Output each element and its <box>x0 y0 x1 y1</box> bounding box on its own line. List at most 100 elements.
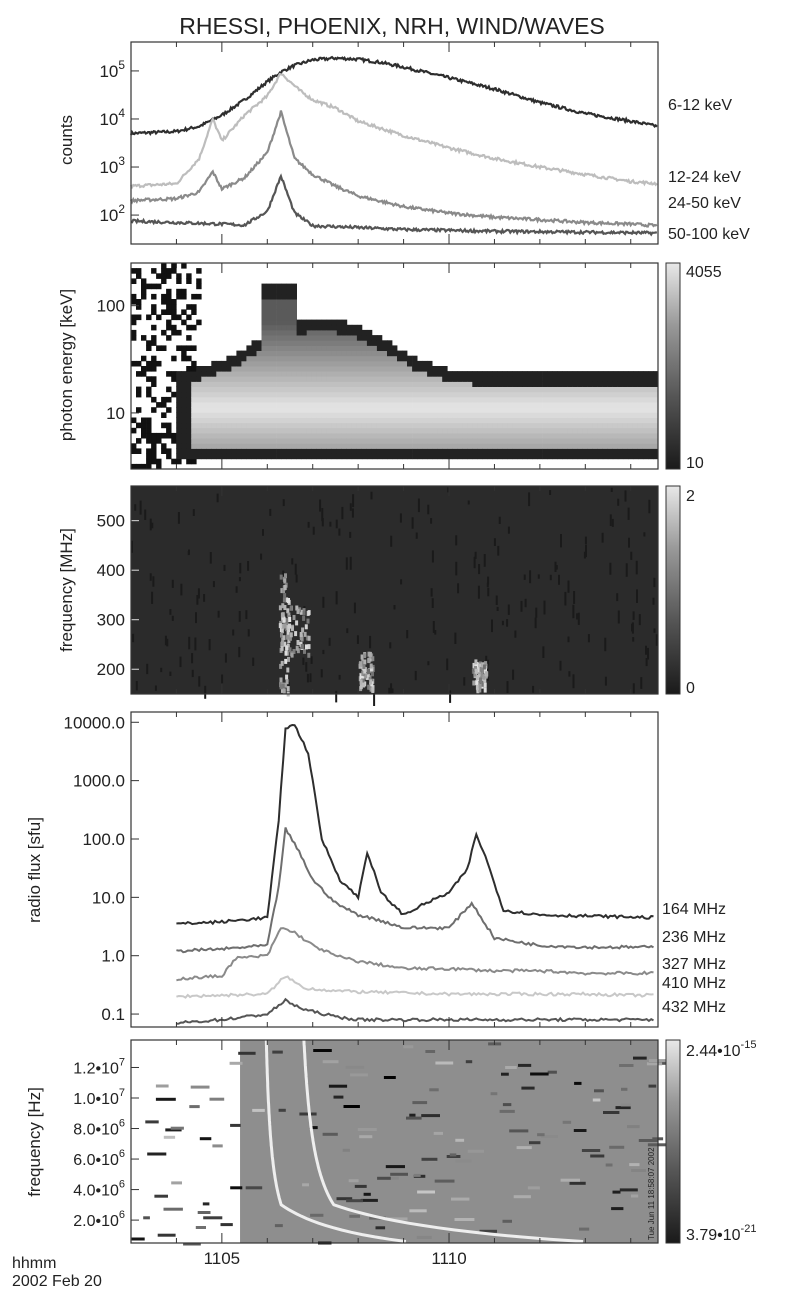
heatmap-cell <box>181 402 187 408</box>
heatmap-cell <box>607 396 614 403</box>
heatmap-cell <box>326 329 333 336</box>
heatmap-cell <box>437 366 443 372</box>
heatmap-cell <box>432 376 438 382</box>
heatmap-cell <box>457 391 463 398</box>
spectrogram-noise <box>501 620 504 626</box>
heatmap-cell <box>191 458 197 465</box>
heatmap-cell <box>517 438 523 444</box>
heatmap-cell <box>602 396 609 403</box>
spectrogram-noise <box>345 557 348 570</box>
heatmap-cell <box>392 345 398 351</box>
heatmap-cell <box>412 396 418 403</box>
tick-label-base: 1.0 <box>101 947 125 966</box>
heatmap-cell <box>582 402 589 408</box>
heatmap-cell <box>487 443 493 449</box>
heatmap-cell <box>627 438 634 444</box>
heatmap-cell <box>527 448 533 454</box>
panel-wind-waves: frequency [Hz] 2.0•1064.0•1066.0•1068.0•… <box>25 1039 756 1246</box>
heatmap-cell <box>557 376 563 382</box>
heatmap-cell <box>236 422 242 429</box>
heatmap-cell <box>291 371 297 377</box>
y-tick-label: 4.0•106 <box>73 1179 125 1200</box>
heatmap-cell <box>221 366 227 372</box>
heatmap-cell <box>567 391 574 398</box>
heatmap-cell <box>361 391 368 398</box>
heatmap-cell <box>176 412 182 418</box>
heatmap-cell <box>366 422 373 429</box>
heatmap-cell <box>622 391 629 398</box>
heatmap-cell <box>412 427 418 434</box>
burst-emission <box>279 663 283 669</box>
heatmap-cell <box>402 438 408 444</box>
heatmap-cell <box>522 396 528 403</box>
heatmap-cell <box>417 371 423 377</box>
heatmap-cell <box>607 448 614 454</box>
heatmap-cell <box>181 453 187 460</box>
heatmap-cell <box>221 432 227 439</box>
heatmap-cell <box>351 329 358 336</box>
heatmap-cell <box>251 391 257 398</box>
heatmap-cell <box>371 422 378 429</box>
heatmap-cell <box>477 391 483 398</box>
heatmap-cell <box>382 422 388 429</box>
heatmap-cell <box>582 432 589 439</box>
spectrogram-noise <box>537 1133 545 1137</box>
spectrogram-noise <box>429 1088 439 1092</box>
heatmap-cell <box>246 386 252 393</box>
heatmap-cell <box>276 438 282 444</box>
heatmap-cell <box>251 402 257 408</box>
heatmap-cell <box>341 402 348 408</box>
heatmap-cell <box>477 376 483 382</box>
heatmap-cell <box>271 407 277 413</box>
heatmap-cell <box>346 427 353 434</box>
heatmap-cell <box>266 381 272 387</box>
heatmap-cell <box>166 335 172 341</box>
heatmap-cell <box>542 417 548 424</box>
heatmap-cell <box>196 443 202 449</box>
heatmap-cell <box>346 376 353 382</box>
heatmap-cell <box>542 438 548 444</box>
spectrogram-noise <box>238 577 241 582</box>
heatmap-cell <box>176 407 182 413</box>
heatmap-cell <box>221 360 227 367</box>
heatmap-cell <box>176 438 182 444</box>
heatmap-cell <box>407 453 413 460</box>
heatmap-cell <box>582 381 589 387</box>
heatmap-cell <box>361 329 368 336</box>
spectrogram-noise <box>370 491 373 500</box>
heatmap-cell <box>467 371 473 377</box>
burst-emission <box>371 667 375 672</box>
heatmap-cell <box>216 407 222 413</box>
burst-emission <box>359 684 363 690</box>
heatmap-cell <box>181 407 187 413</box>
colorbar <box>665 1039 681 1244</box>
heatmap-cell <box>311 345 318 351</box>
spectrogram-noise <box>359 1135 373 1139</box>
heatmap-cell <box>351 391 358 398</box>
heatmap-cell <box>236 412 242 418</box>
spectrogram-noise <box>446 658 449 671</box>
spectrogram-noise <box>306 673 309 683</box>
heatmap-cell <box>226 412 232 418</box>
heatmap-cell <box>407 396 413 403</box>
heatmap-cell <box>547 417 553 424</box>
colorbar <box>665 262 681 470</box>
heatmap-cell <box>592 371 599 377</box>
heatmap-cell <box>336 345 343 351</box>
heatmap-cell <box>346 371 353 377</box>
heatmap-cell <box>392 391 398 398</box>
heatmap-cell <box>637 391 644 398</box>
heatmap-cell <box>236 438 242 444</box>
heatmap-cell <box>351 427 358 434</box>
heatmap-cell <box>271 448 277 454</box>
heatmap-cell <box>412 371 418 377</box>
heatmap-cell <box>642 402 649 408</box>
heatmap-cell <box>592 427 599 434</box>
heatmap-cell <box>653 381 659 387</box>
spectrogram-noise <box>291 558 294 565</box>
heatmap-cell <box>156 345 162 351</box>
heatmap-cell <box>437 422 443 429</box>
heatmap-cell <box>181 443 187 449</box>
heatmap-cell <box>392 412 398 418</box>
heatmap-cell <box>351 412 358 418</box>
